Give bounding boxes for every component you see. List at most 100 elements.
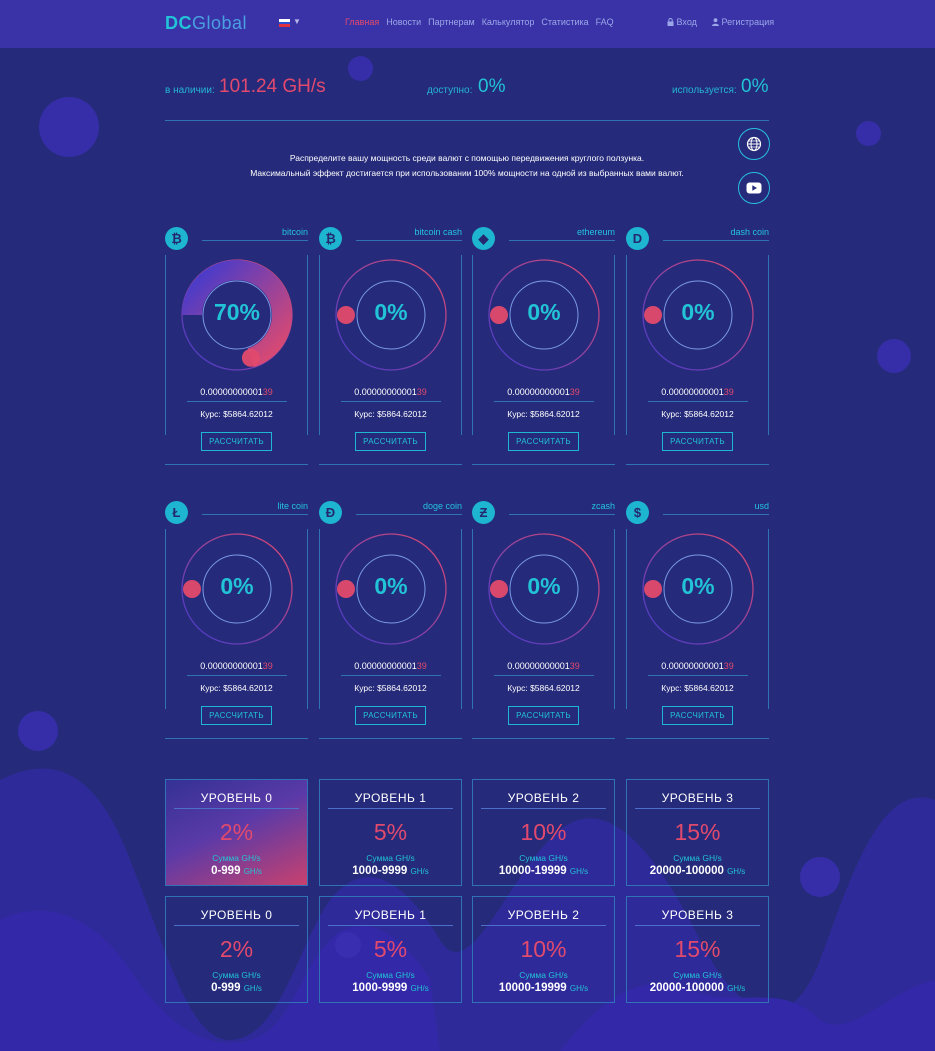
logo[interactable]: DCGlobal: [165, 13, 247, 34]
coin-rate: Курс: $5864.62012: [354, 683, 427, 693]
calculate-button[interactable]: РАССЧИТАТЬ: [662, 432, 733, 451]
level-sum-label: Сумма GH/s: [519, 970, 568, 980]
nav-item-news[interactable]: Новости: [386, 17, 422, 27]
percent-slider[interactable]: [488, 259, 600, 371]
divider: [328, 808, 453, 809]
calculate-button[interactable]: РАССЧИТАТЬ: [355, 432, 426, 451]
calculate-button[interactable]: РАССЧИТАТЬ: [201, 706, 272, 725]
free-label: доступно:: [427, 85, 473, 96]
divider: [307, 529, 308, 709]
coin-percent: 0%: [681, 299, 715, 325]
level-card: УРОВЕНЬ 0 2% Сумма GH/s 0-999 GH/s: [165, 896, 308, 1003]
decorative-circle: [877, 339, 911, 373]
divider: [319, 464, 462, 465]
level-range: 20000-100000 GH/s: [627, 982, 768, 994]
intro-line-2: Максимальный эффект достигается при испо…: [250, 168, 684, 178]
divider: [319, 738, 462, 739]
slider-knob[interactable]: [241, 348, 260, 367]
chevron-down-icon[interactable]: ▼: [293, 17, 301, 26]
register-link[interactable]: Регистрация: [712, 17, 774, 27]
nav-item-faq[interactable]: FAQ: [595, 17, 614, 27]
divider: [648, 675, 748, 676]
lite-coin-icon: Ł: [165, 501, 188, 524]
percent-slider[interactable]: [181, 533, 293, 645]
range-unit: GH/s: [410, 984, 429, 993]
background-waves: [0, 768, 935, 1051]
divider: [626, 464, 769, 465]
used-label: используется:: [672, 85, 737, 96]
coin-name: doge coin: [422, 501, 462, 511]
level-title: УРОВЕНЬ 2: [507, 908, 580, 922]
used-value: 0%: [741, 76, 769, 97]
lock-icon: [667, 18, 674, 26]
percent-slider[interactable]: [181, 259, 293, 371]
level-range: 20000-100000 GH/s: [627, 865, 768, 877]
russian-flag-icon[interactable]: [279, 19, 290, 27]
amount-tail: 39: [262, 387, 273, 397]
coin-amount: 0.0000000000139: [472, 387, 615, 397]
slider-knob[interactable]: [337, 306, 355, 324]
range-value: 10000-19999: [498, 982, 567, 994]
percent-slider[interactable]: [335, 533, 447, 645]
coin-card: Ƶ zcash: [472, 501, 615, 741]
amount-tail: 39: [416, 387, 427, 397]
nav-item-home[interactable]: Главная: [345, 17, 380, 27]
login-link[interactable]: Вход: [667, 17, 697, 27]
divider: [635, 808, 760, 809]
globe-button[interactable]: [738, 128, 770, 160]
divider: [165, 120, 769, 121]
calculate-button[interactable]: РАССЧИТАТЬ: [201, 432, 272, 451]
level-percent: 2%: [219, 936, 254, 962]
percent-slider[interactable]: [335, 259, 447, 371]
divider: [481, 925, 606, 926]
level-range: 10000-19999 GH/s: [473, 865, 614, 877]
divider: [509, 514, 615, 515]
login-label: Вход: [676, 17, 697, 27]
percent-slider[interactable]: [642, 533, 754, 645]
globe-icon: [746, 136, 762, 152]
divider: [472, 255, 473, 435]
nav-item-partners[interactable]: Партнерам: [428, 17, 475, 27]
level-card: УРОВЕНЬ 3 15% Сумма GH/s 20000-100000 GH…: [626, 896, 769, 1003]
divider: [307, 255, 308, 435]
intro-line-1: Распределите вашу мощность среди валют с…: [289, 153, 645, 163]
divider: [165, 255, 166, 435]
calculate-button[interactable]: РАССЧИТАТЬ: [662, 706, 733, 725]
youtube-button[interactable]: [738, 172, 770, 204]
coin-amount: 0.0000000000139: [472, 661, 615, 671]
slider-knob[interactable]: [644, 580, 662, 598]
calculate-button[interactable]: РАССЧИТАТЬ: [508, 432, 579, 451]
coin-name: zcash: [591, 501, 615, 511]
divider: [663, 514, 769, 515]
percent-slider[interactable]: [488, 533, 600, 645]
slider-knob[interactable]: [644, 306, 662, 324]
calculate-button[interactable]: РАССЧИТАТЬ: [508, 706, 579, 725]
amount-main: 0.00000000001: [507, 661, 570, 671]
slider-knob[interactable]: [490, 580, 508, 598]
nav-item-calculator[interactable]: Калькулятор: [481, 17, 535, 27]
level-card: УРОВЕНЬ 2 10% Сумма GH/s 10000-19999 GH/…: [472, 779, 615, 886]
calculate-button[interactable]: РАССЧИТАТЬ: [355, 706, 426, 725]
top-header: DCGlobal ▼ Главная Новости Партнерам Кал…: [0, 0, 935, 48]
decorative-circle: [39, 97, 99, 157]
percent-slider[interactable]: [642, 259, 754, 371]
slider-knob[interactable]: [183, 580, 201, 598]
level-title: УРОВЕНЬ 1: [354, 908, 427, 922]
amount-main: 0.00000000001: [661, 661, 724, 671]
decorative-circle: [335, 932, 361, 958]
zcash-icon: Ƶ: [472, 501, 495, 524]
level-range: 10000-19999 GH/s: [473, 982, 614, 994]
coin-card: ₿ bitcoin cash: [319, 227, 462, 467]
available-label: в наличии:: [165, 85, 215, 96]
coin-amount: 0.0000000000139: [319, 387, 462, 397]
amount-tail: 39: [569, 661, 580, 671]
slider-knob[interactable]: [490, 306, 508, 324]
range-unit: GH/s: [410, 867, 429, 876]
level-title: УРОВЕНЬ 3: [661, 791, 734, 805]
divider: [614, 255, 615, 435]
slider-knob[interactable]: [337, 580, 355, 598]
user-icon: [712, 18, 719, 26]
coin-percent: 70%: [213, 299, 261, 325]
nav-item-statistics[interactable]: Статистика: [541, 17, 589, 27]
coin-amount: 0.0000000000139: [626, 661, 769, 671]
